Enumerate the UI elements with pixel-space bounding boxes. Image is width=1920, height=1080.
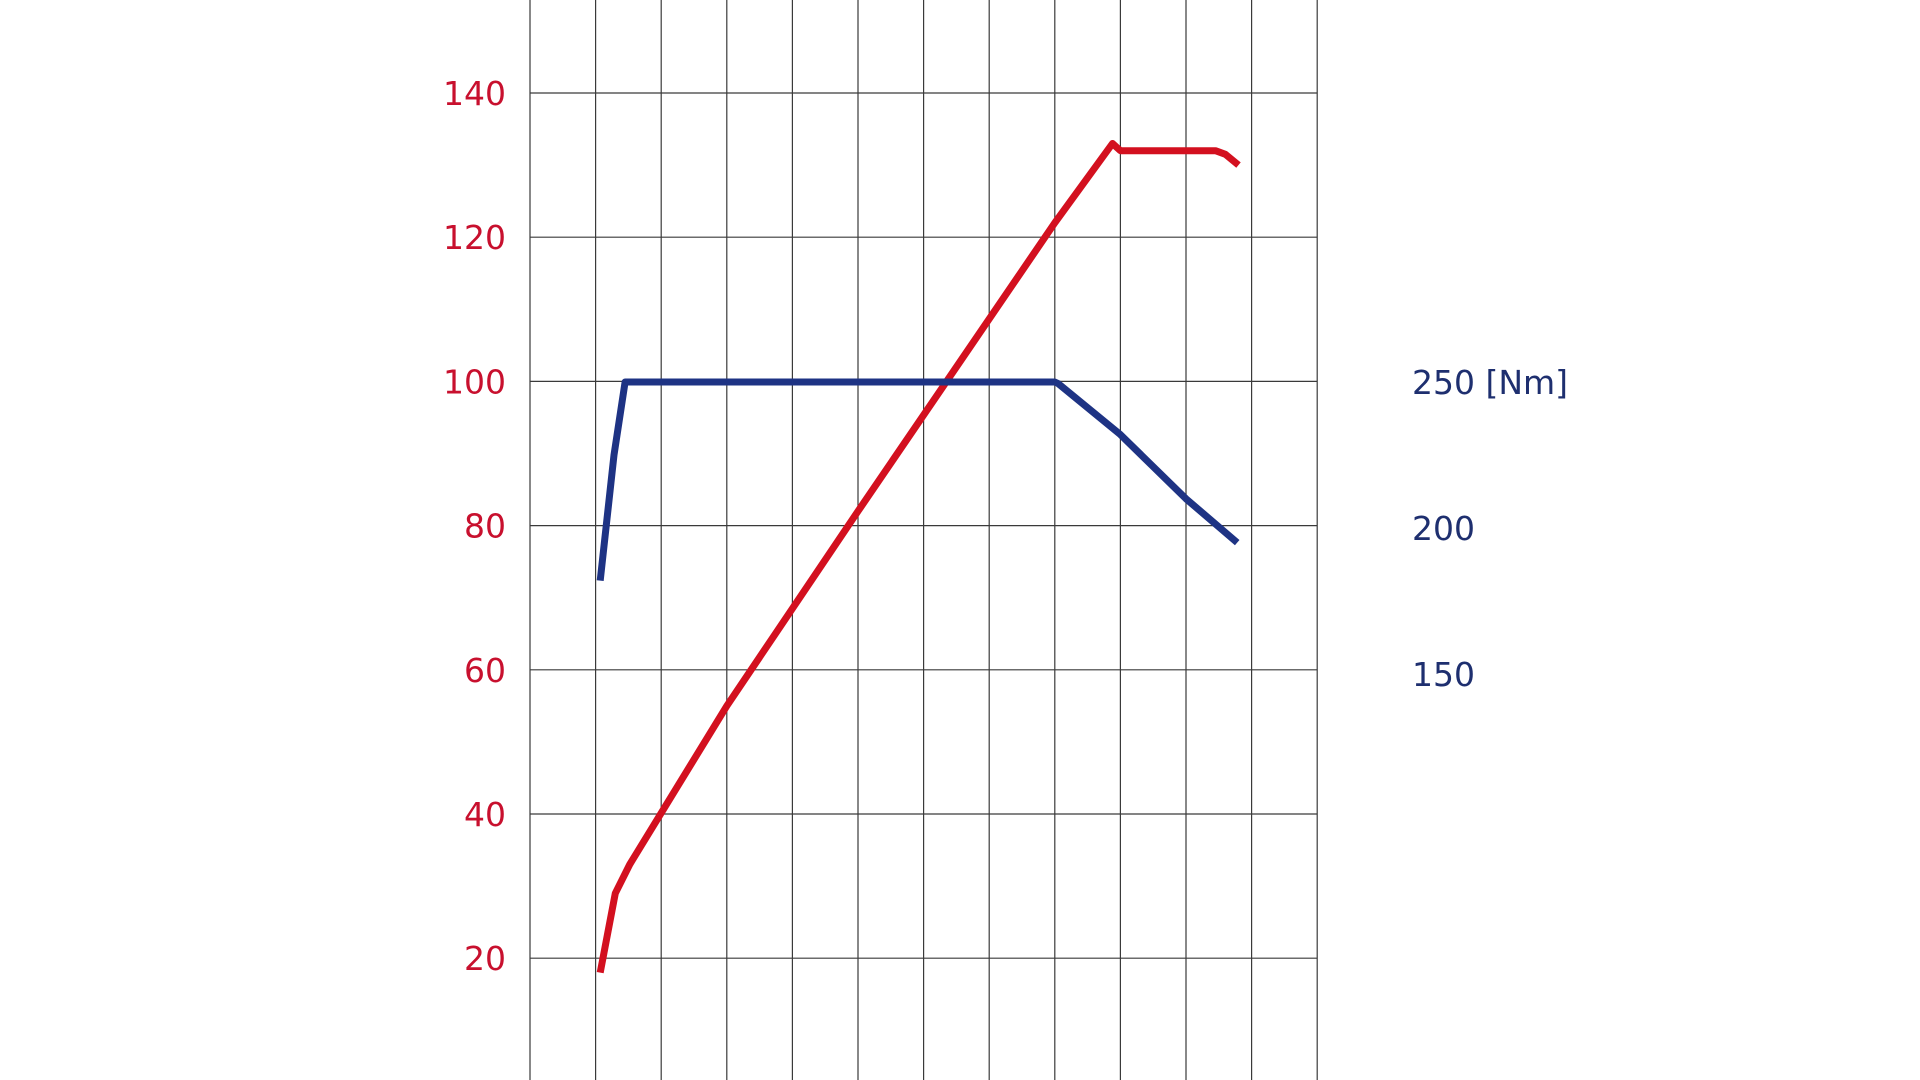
left-tick-label: 100	[443, 362, 506, 401]
left-tick-label: 80	[464, 507, 506, 546]
left-tick-label: 140	[443, 74, 506, 113]
series-layer	[596, 140, 1241, 974]
right-tick-label: 150	[1412, 655, 1475, 694]
torque-series-line	[596, 378, 1240, 581]
right-tick-label: 250 [Nm]	[1412, 363, 1568, 402]
left-tick-label: 20	[464, 939, 506, 978]
right-axis-tick-labels: 250 [Nm] 200 150	[1412, 363, 1568, 694]
left-tick-label: 40	[464, 795, 506, 834]
power-series-line	[596, 140, 1241, 974]
right-tick-label: 200	[1412, 509, 1475, 548]
left-tick-label: 60	[464, 651, 506, 690]
vertical-gridlines	[529, 0, 1318, 1080]
left-axis-tick-labels: 20 40 60 80 100 120 140	[443, 74, 506, 978]
left-tick-label: 120	[443, 218, 506, 257]
